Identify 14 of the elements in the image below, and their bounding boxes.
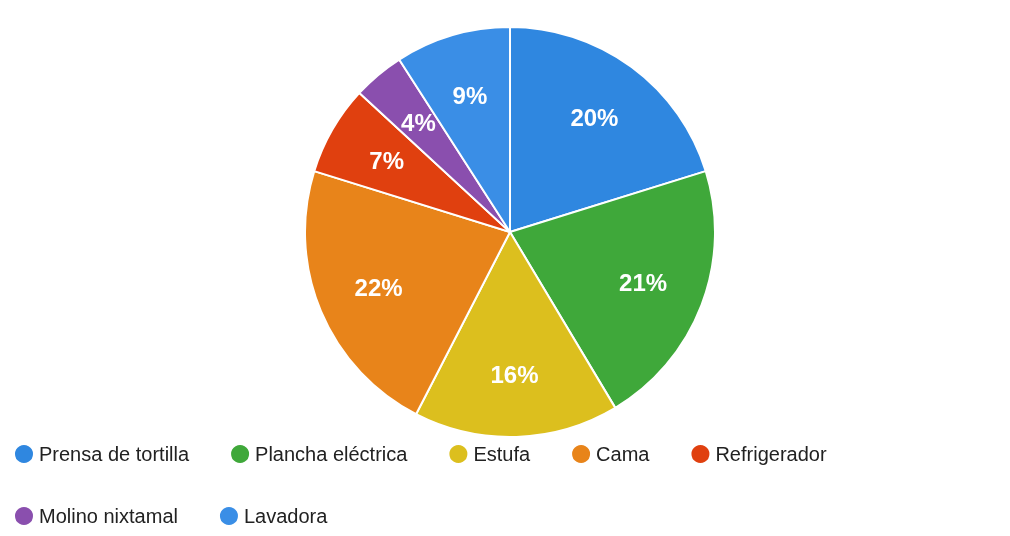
legend-label: Refrigerador [715,443,827,465]
data-label: 9% [452,81,488,109]
data-label: 20% [570,103,619,131]
data-label: 21% [619,269,668,297]
legend-label: Prensa de tortilla [39,443,190,465]
data-label: 22% [354,273,403,301]
data-label: 4% [401,109,436,137]
data-label: 7% [369,147,404,175]
legend-label: Estufa [473,443,531,465]
data-label: 16% [490,360,539,388]
legend-label: Lavadora [243,505,329,527]
legend-label: Molino nixtamal [39,505,178,527]
legend-label: Cama [596,443,651,465]
legend-label: Plancha eléctrica [255,443,409,465]
